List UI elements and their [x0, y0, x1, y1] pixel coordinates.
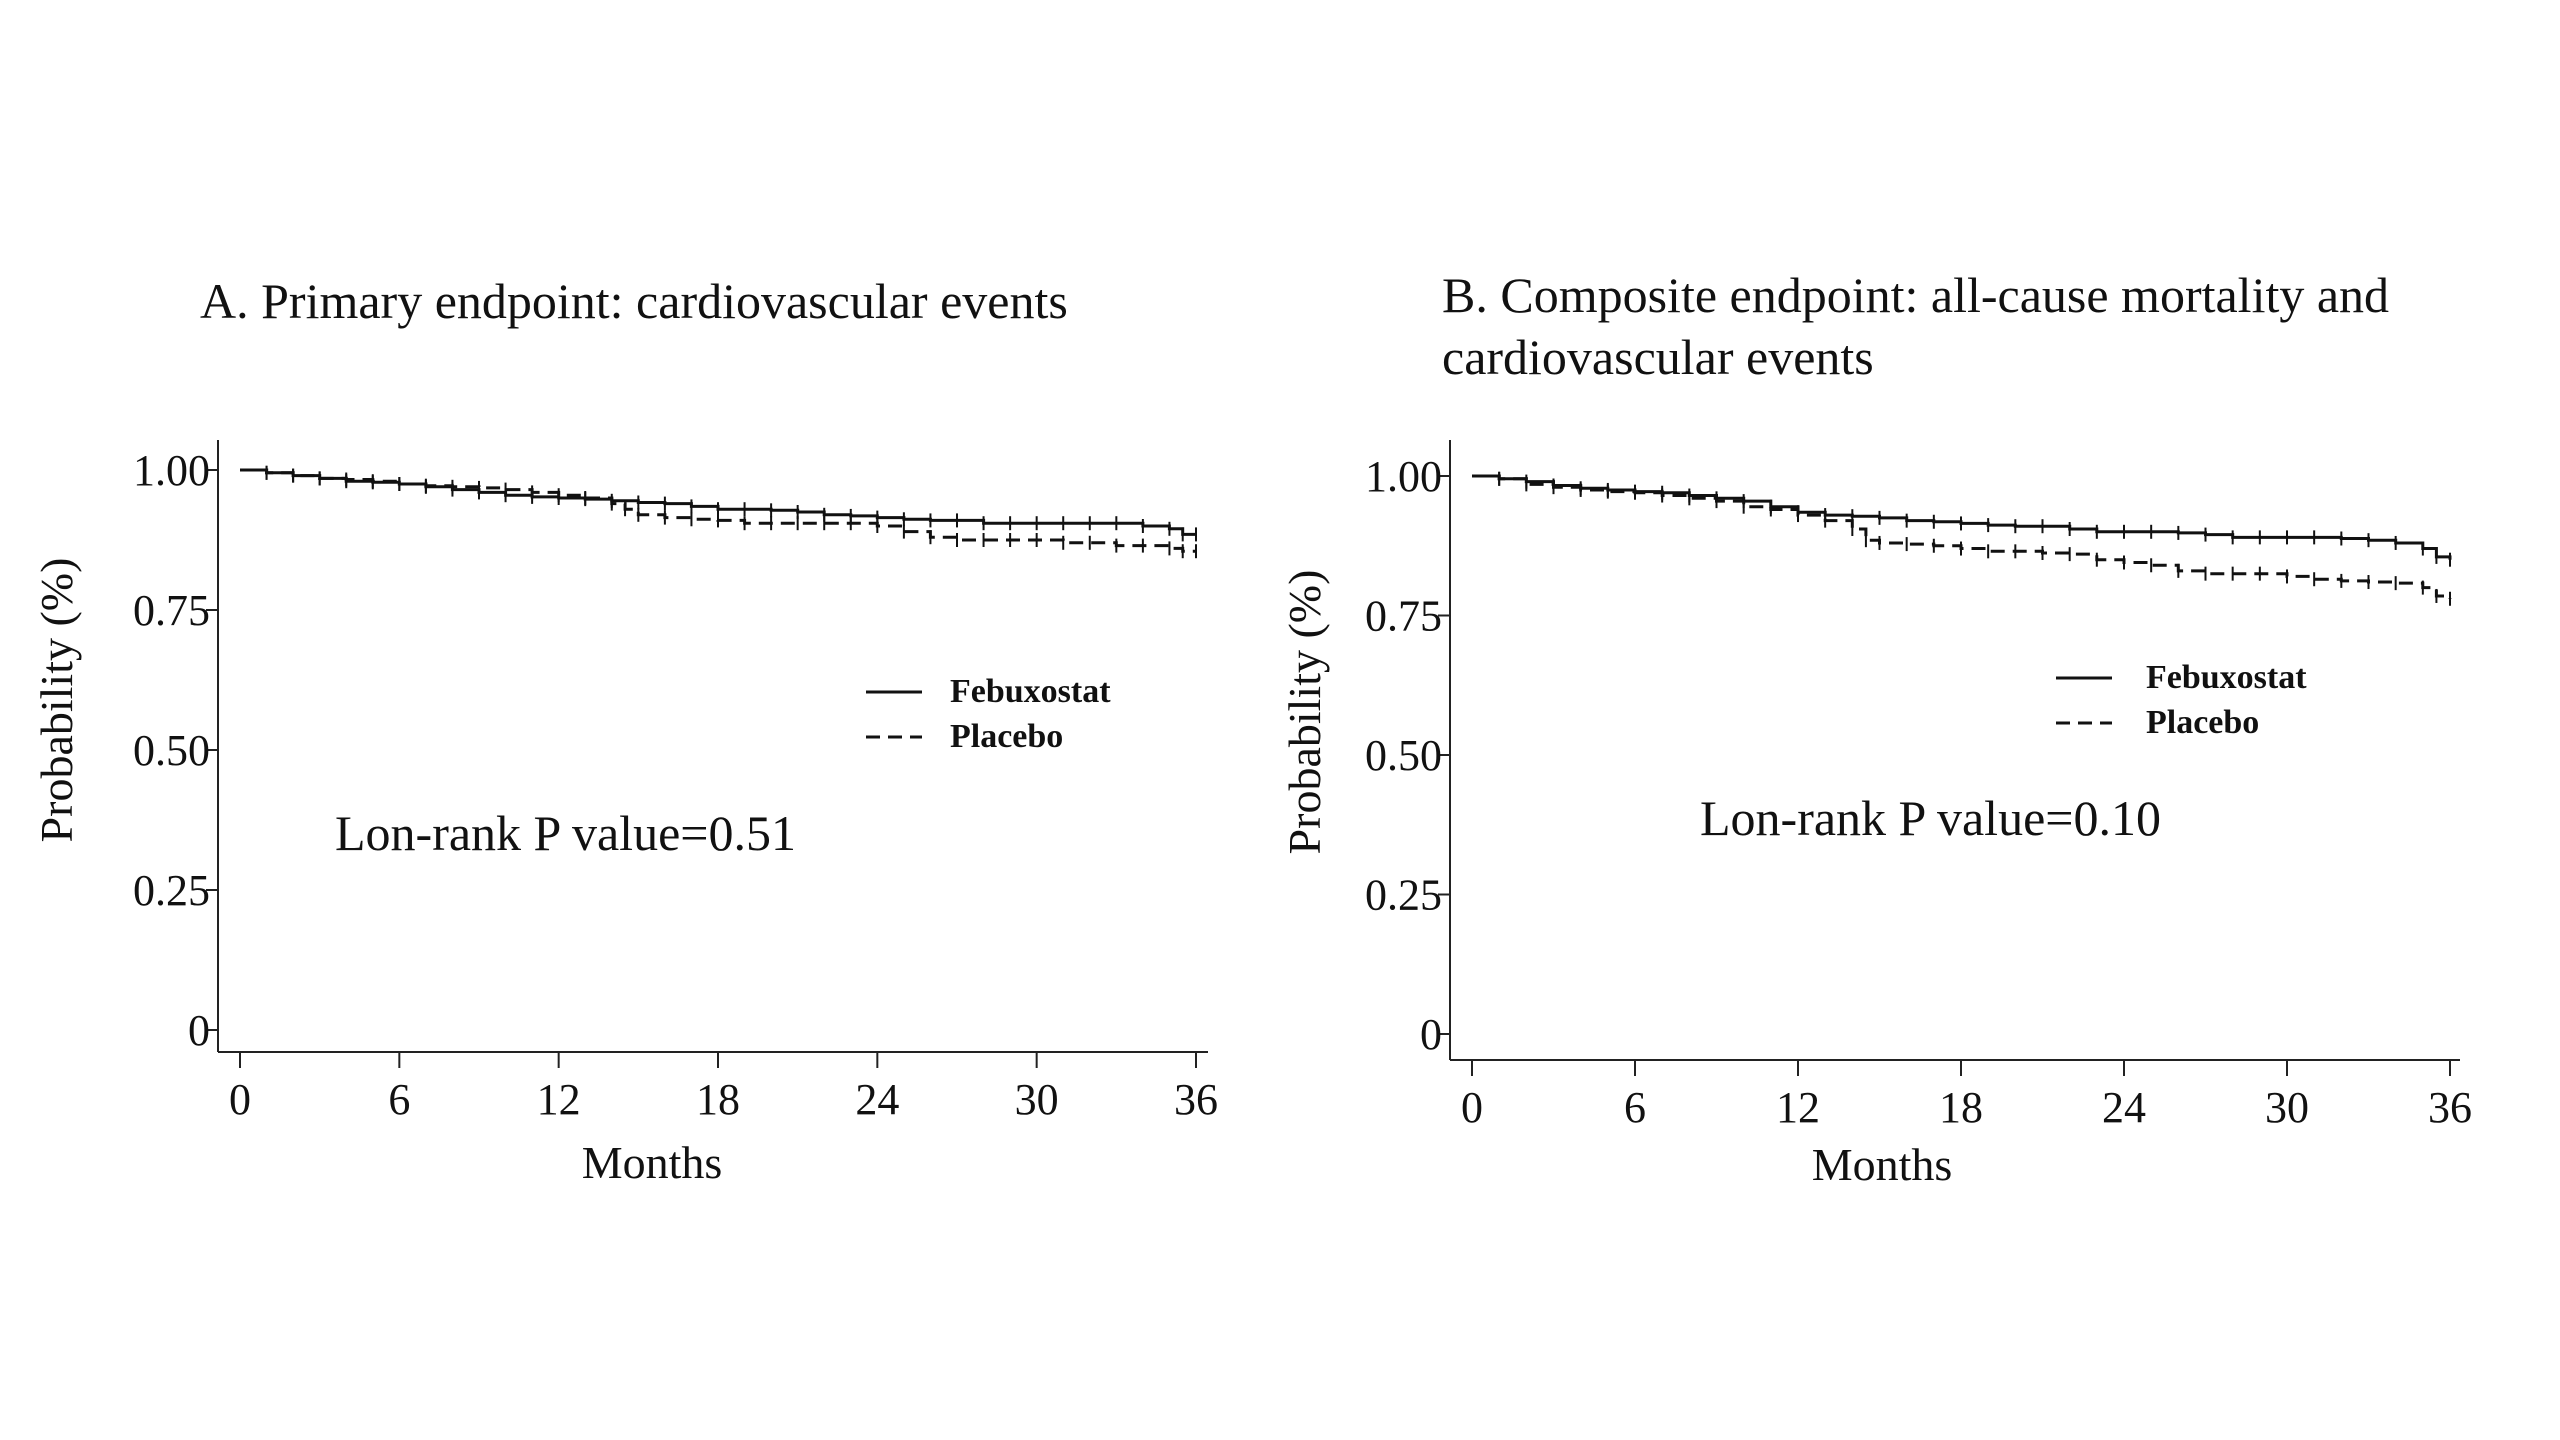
chart-a-x-tick-label: 6: [388, 1075, 410, 1124]
chart-a-title: A. Primary endpoint: cardiovascular even…: [200, 273, 1068, 329]
chart-a-y-tick-label: 0.75: [133, 586, 210, 635]
chart-a-y-tick-label: 0.25: [133, 866, 210, 915]
chart-a-x-tick-label: 12: [537, 1075, 581, 1124]
chart-b-legend-label-febuxostat: Febuxostat: [2146, 659, 2307, 696]
chart-a-y-axis-label: Probability (%): [31, 558, 82, 843]
chart-b-y-tick-label: 0.50: [1365, 731, 1442, 780]
chart-a: A. Primary endpoint: cardiovascular even…: [31, 273, 1218, 1188]
chart-b-x-tick-label: 30: [2265, 1083, 2309, 1132]
chart-b-x-tick-label: 24: [2102, 1083, 2146, 1132]
chart-b-x-tick-label: 6: [1624, 1083, 1646, 1132]
chart-a-legend-label-febuxostat: Febuxostat: [950, 673, 1111, 710]
chart-a-y-tick-label: 1.00: [133, 446, 210, 495]
chart-b-y-tick-label: 0.25: [1365, 871, 1442, 920]
chart-b-x-tick-label: 0: [1461, 1083, 1483, 1132]
chart-b-x-tick-label: 12: [1776, 1083, 1820, 1132]
chart-a-x-tick-label: 36: [1174, 1075, 1218, 1124]
chart-b-x-axis-label: Months: [1812, 1139, 1953, 1190]
chart-a-x-tick-label: 0: [229, 1075, 251, 1124]
chart-a-y-tick-label: 0.50: [133, 726, 210, 775]
chart-a-x-axis-label: Months: [582, 1137, 723, 1188]
chart-a-y-tick-label: 0: [188, 1006, 210, 1055]
chart-b-title-line: cardiovascular events: [1442, 329, 1874, 385]
chart-a-x-tick-label: 30: [1015, 1075, 1059, 1124]
chart-b-title: B. Composite endpoint: all-cause mortali…: [1442, 267, 2389, 385]
chart-b-title-line: B. Composite endpoint: all-cause mortali…: [1442, 267, 2389, 323]
chart-b-x-tick-label: 36: [2428, 1083, 2472, 1132]
chart-b-y-tick-label: 0.75: [1365, 592, 1442, 641]
chart-b-y-tick-label: 0: [1420, 1010, 1442, 1059]
chart-b-series-line-placebo: [1472, 474, 2452, 599]
chart-a-legend-label-placebo: Placebo: [950, 718, 1063, 755]
chart-a-annotation: Lon-rank P value=0.51: [335, 805, 796, 861]
chart-b-x-tick-label: 18: [1939, 1083, 1983, 1132]
chart-b-y-axis-label: Probability (%): [1279, 570, 1330, 855]
chart-b-legend-label-placebo: Placebo: [2146, 704, 2259, 741]
chart-a-title-line: A. Primary endpoint: cardiovascular even…: [200, 273, 1068, 329]
chart-b-annotation: Lon-rank P value=0.10: [1700, 790, 2161, 846]
chart-b: B. Composite endpoint: all-cause mortali…: [1279, 267, 2472, 1190]
chart-a-x-tick-label: 18: [696, 1075, 740, 1124]
chart-a-x-tick-label: 24: [855, 1075, 899, 1124]
chart-b-y-tick-label: 1.00: [1365, 452, 1442, 501]
